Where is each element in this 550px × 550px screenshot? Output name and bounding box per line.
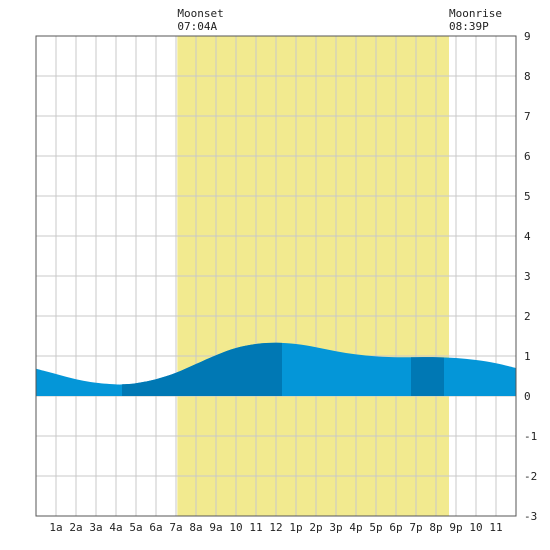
- y-tick-label: 8: [524, 70, 531, 83]
- y-tick-label: 4: [524, 230, 531, 243]
- x-tick-label: 11: [249, 521, 262, 534]
- x-tick-label: 6p: [389, 521, 402, 534]
- y-tick-label: 7: [524, 110, 531, 123]
- x-tick-label: 2p: [309, 521, 322, 534]
- y-tick-label: -3: [524, 510, 537, 523]
- x-tick-label: 2a: [69, 521, 82, 534]
- x-tick-label: 5p: [369, 521, 382, 534]
- y-tick-label: 0: [524, 390, 531, 403]
- x-tick-label: 11: [489, 521, 502, 534]
- annotation-label: Moonset: [177, 7, 223, 20]
- y-tick-labels: -3 -2 -1 0 1 2 3 4 5 6 7 8 9: [524, 30, 537, 523]
- x-tick-label: 3p: [329, 521, 342, 534]
- x-tick-label: 8a: [189, 521, 202, 534]
- x-tick-label: 7a: [169, 521, 182, 534]
- x-tick-label: 9a: [209, 521, 222, 534]
- y-tick-label: 5: [524, 190, 531, 203]
- x-tick-label: 7p: [409, 521, 422, 534]
- x-tick-label: 5a: [129, 521, 142, 534]
- x-tick-labels: 1a 2a 3a 4a 5a 6a 7a 8a 9a 10 11 12 1p 2p 3p 4p 5p 6p 7p 8p…: [49, 521, 502, 534]
- y-tick-label: 9: [524, 30, 531, 43]
- x-tick-label: 4p: [349, 521, 362, 534]
- x-tick-label: 4a: [109, 521, 122, 534]
- x-tick-label: 3a: [89, 521, 102, 534]
- x-tick-label: 9p: [449, 521, 462, 534]
- y-tick-label: -1: [524, 430, 537, 443]
- x-tick-label: 1p: [289, 521, 302, 534]
- y-tick-label: 3: [524, 270, 531, 283]
- y-tick-label: 2: [524, 310, 531, 323]
- x-tick-label: 10: [469, 521, 482, 534]
- y-tick-label: 6: [524, 150, 531, 163]
- annotation-time: 08:39P: [449, 20, 489, 33]
- x-tick-label: 8p: [429, 521, 442, 534]
- y-tick-label: -2: [524, 470, 537, 483]
- plot-frame: [35, 35, 517, 517]
- x-tick-label: 6a: [149, 521, 162, 534]
- gridlines: [35, 35, 517, 517]
- y-tick-label: 1: [524, 350, 531, 363]
- x-tick-label: 1a: [49, 521, 62, 534]
- annotation-label: Moonrise: [449, 7, 502, 20]
- annotation-time: 07:04A: [177, 20, 217, 33]
- x-tick-label: 12: [269, 521, 282, 534]
- x-tick-label: 10: [229, 521, 242, 534]
